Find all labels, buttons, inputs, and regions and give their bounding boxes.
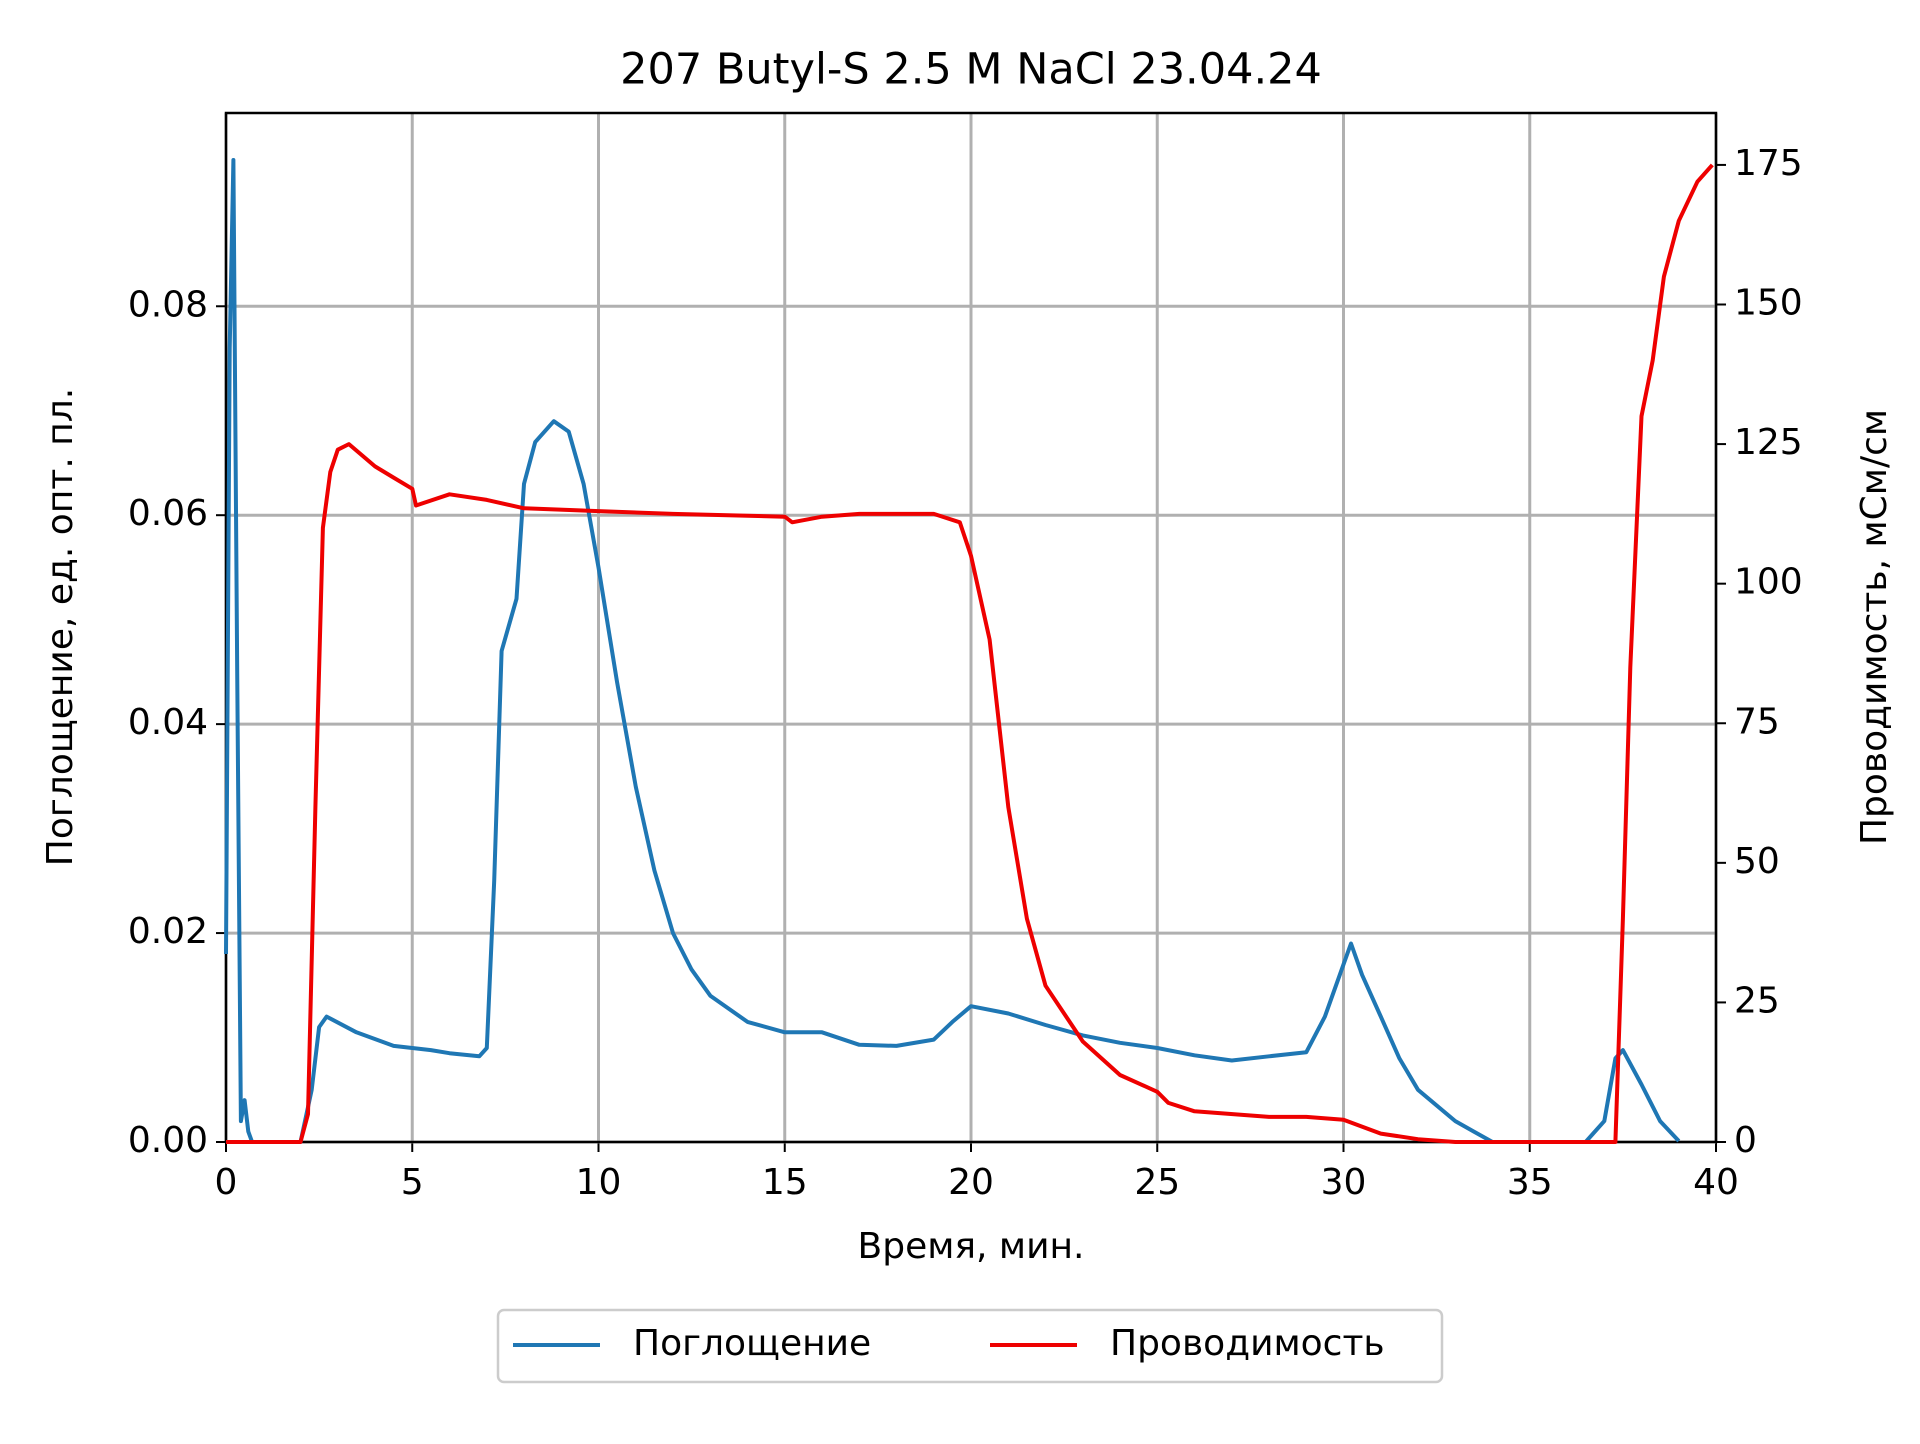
x-tick-label: 5 xyxy=(401,1162,424,1203)
y2-tick-label: 75 xyxy=(1734,701,1780,742)
x-tick-label: 30 xyxy=(1321,1162,1367,1203)
y2-tick-label: 50 xyxy=(1734,841,1780,882)
y2-tick-label: 125 xyxy=(1734,422,1803,463)
x-tick-label: 10 xyxy=(576,1162,622,1203)
y-axis-label: Поглощение, ед. опт. пл. xyxy=(40,388,81,866)
x-tick-label: 35 xyxy=(1507,1162,1553,1203)
x-tick-label: 20 xyxy=(948,1162,994,1203)
chart-title: 207 Butyl-S 2.5 M NaCl 23.04.24 xyxy=(620,45,1322,95)
y-tick-label: 0.04 xyxy=(128,702,208,743)
y2-tick-label: 150 xyxy=(1734,283,1803,324)
y2-axis-label: Проводимость, мСм/см xyxy=(1854,409,1895,845)
y2-tick-label: 100 xyxy=(1734,562,1803,603)
line-series xyxy=(224,158,1681,1144)
y-tick-label: 0.06 xyxy=(128,493,208,534)
y-tick-label: 0.00 xyxy=(128,1120,208,1161)
x-axis-label: Время, мин. xyxy=(858,1226,1085,1267)
x-tick-label: 25 xyxy=(1134,1162,1180,1203)
x-tick-label: 15 xyxy=(762,1162,808,1203)
legend-label: Проводимость xyxy=(1110,1323,1385,1364)
x-tick-label: 40 xyxy=(1693,1162,1739,1203)
line-series xyxy=(226,163,1714,1144)
legend-label: Поглощение xyxy=(633,1323,871,1364)
y2-tick-label: 0 xyxy=(1734,1120,1757,1161)
legend-box xyxy=(496,1308,1444,1384)
y2-tick-label: 175 xyxy=(1734,143,1803,184)
y-tick-label: 0.02 xyxy=(128,911,208,952)
y2-tick-label: 25 xyxy=(1734,980,1780,1021)
x-tick-label: 0 xyxy=(215,1162,238,1203)
y-tick-label: 0.08 xyxy=(128,284,208,325)
